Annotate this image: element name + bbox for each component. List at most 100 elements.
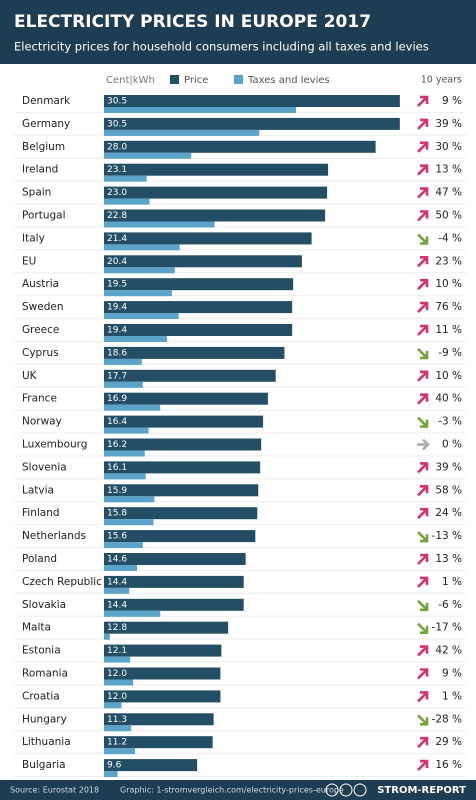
bar (104, 392, 268, 405)
bar (104, 575, 244, 588)
change-arrow (417, 347, 429, 360)
category-label: Malta (22, 622, 51, 634)
bar (104, 587, 130, 594)
change-label: -9 % (438, 347, 462, 359)
category-label: Bulgaria (22, 759, 66, 771)
change-arrow (417, 370, 429, 382)
bar (104, 450, 145, 457)
license-icons (325, 783, 367, 797)
change-arrow (417, 233, 429, 245)
category-label: Netherlands (22, 530, 86, 542)
change-label: 47 % (435, 187, 462, 199)
value-label: 12.0 (107, 669, 127, 679)
bar (104, 358, 142, 365)
change-label: 58 % (435, 484, 462, 496)
category-label: Finland (22, 507, 60, 519)
change-label: 10 % (435, 278, 462, 290)
change-arrow (417, 393, 429, 405)
bar (104, 771, 118, 778)
change-label: -4 % (438, 232, 462, 244)
value-label: 12.0 (107, 692, 127, 702)
change-label: 29 % (435, 736, 462, 748)
category-label: Austria (22, 278, 59, 290)
change-arrow (417, 553, 429, 565)
change-arrow (417, 301, 429, 314)
value-label: 19.4 (107, 303, 127, 313)
bar (104, 152, 192, 159)
change-label: 9 % (442, 668, 462, 680)
bar (104, 438, 262, 451)
value-label: 15.8 (107, 509, 127, 519)
change-arrow (417, 714, 429, 726)
category-label: Hungary (22, 713, 67, 725)
bar (104, 473, 146, 480)
bar (104, 667, 221, 680)
bar (104, 255, 302, 268)
value-label: 30.5 (107, 119, 127, 129)
value-label: 21.4 (107, 234, 127, 244)
bar (104, 95, 400, 107)
bar (104, 278, 294, 291)
value-label: 15.6 (107, 532, 127, 542)
change-label: -13 % (432, 530, 462, 542)
bar (104, 129, 260, 136)
bar (104, 679, 134, 686)
change-arrow (417, 736, 429, 749)
value-label: 16.2 (107, 440, 127, 450)
change-arrow (417, 278, 429, 291)
chart-title: ELECTRICITY PRICES IN EUROPE 2017 (14, 12, 371, 32)
category-label: Slovenia (22, 461, 67, 473)
category-label: Romania (22, 668, 68, 680)
change-arrow (417, 187, 429, 199)
change-header: 10 years (421, 75, 462, 86)
category-label: Czech Republic (22, 576, 102, 588)
source: Source: Eurostat 2018 (10, 786, 99, 795)
change-arrow (417, 759, 429, 772)
bar (104, 507, 258, 520)
change-label: -6 % (438, 599, 462, 611)
bar (104, 186, 328, 199)
bar (104, 496, 155, 503)
bar (104, 163, 329, 176)
category-label: Latvia (22, 484, 54, 496)
change-arrow (417, 438, 430, 451)
bar (104, 107, 297, 113)
category-label: Norway (22, 416, 62, 428)
bar (104, 324, 293, 336)
bar (104, 656, 131, 663)
value-label: 23.0 (107, 188, 127, 198)
change-label: -17 % (432, 622, 462, 634)
change-arrow (417, 507, 429, 520)
value-label: 11.3 (107, 715, 127, 725)
bar (104, 759, 198, 772)
value-label: 30.5 (107, 97, 127, 107)
change-arrow (417, 645, 429, 657)
category-label: UK (22, 370, 38, 382)
category-label: Croatia (22, 690, 60, 702)
change-arrow (417, 462, 429, 474)
category-label: Portugal (22, 210, 66, 222)
change-arrow (417, 164, 429, 176)
value-label: 19.5 (107, 280, 127, 290)
category-label: Sweden (22, 301, 64, 313)
change-label: 0 % (442, 439, 462, 451)
change-label: 1 % (442, 576, 462, 588)
value-label: 16.4 (107, 417, 127, 427)
bar (104, 209, 326, 222)
category-label: Cyprus (22, 347, 59, 359)
bar (104, 313, 179, 320)
bar (104, 598, 244, 611)
change-label: 16 % (435, 759, 462, 771)
change-arrow (417, 118, 429, 130)
value-label: 14.6 (107, 555, 127, 565)
value-label: 11.2 (107, 738, 127, 748)
change-label: 24 % (435, 507, 462, 519)
category-label: Estonia (22, 645, 61, 657)
bar (104, 565, 137, 571)
chart-subtitle: Electricity prices for household consume… (14, 40, 429, 54)
brand: STROM-REPORT (377, 785, 466, 796)
change-arrow (417, 668, 429, 680)
value-label: 17.7 (107, 371, 127, 381)
bar (104, 140, 376, 153)
